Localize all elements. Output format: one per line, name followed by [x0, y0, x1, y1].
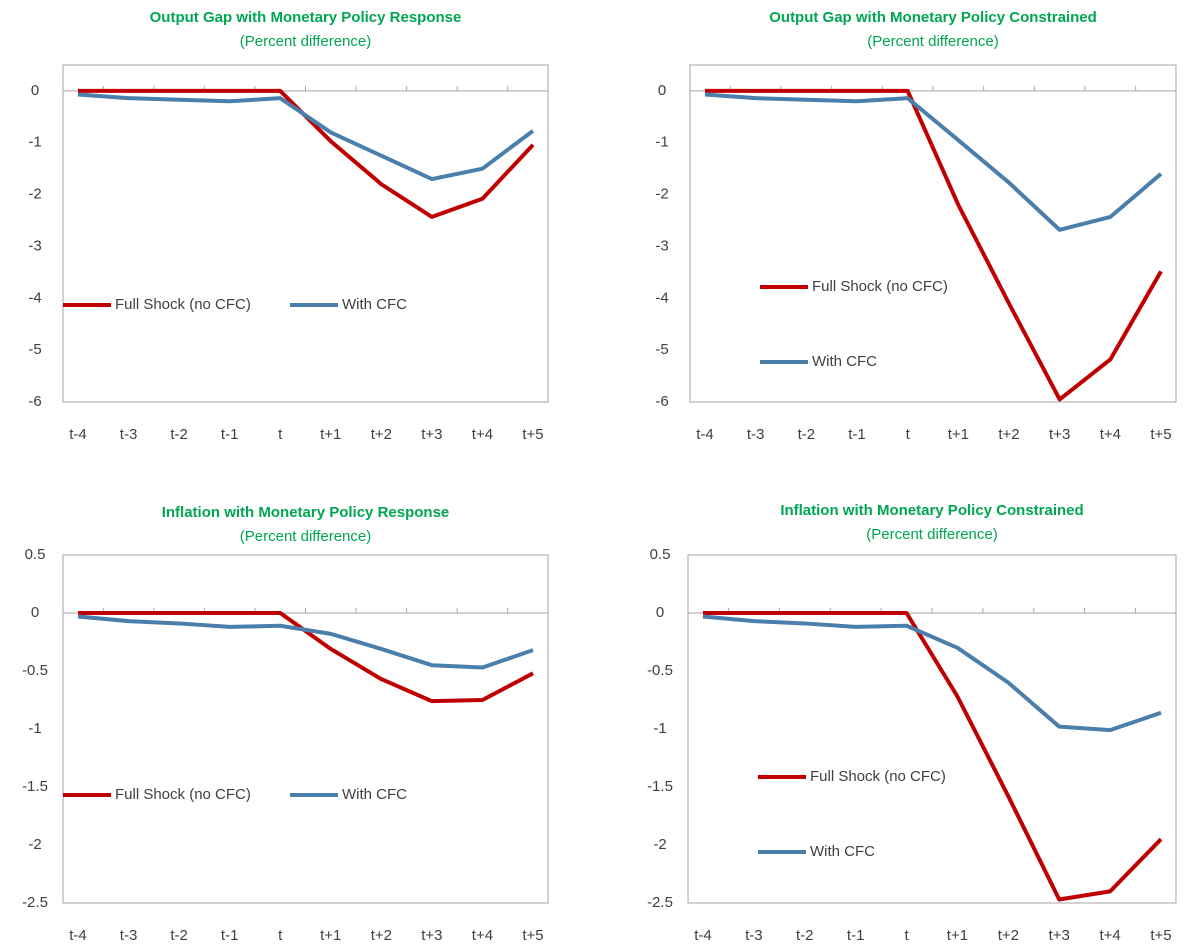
x-tick-label: t-1: [848, 426, 866, 443]
data-line: [703, 611, 1163, 902]
y-tick-label: -2.5: [647, 894, 673, 911]
x-tick-label: t-4: [694, 927, 712, 944]
y-tick-label: -1.5: [647, 778, 673, 795]
x-tick-label: t-3: [120, 927, 138, 944]
x-tick-label: t+5: [522, 927, 543, 944]
chart-title: Inflation with Monetary Policy Constrain…: [780, 502, 1083, 519]
legend-label: Full Shock (no CFC): [115, 786, 251, 803]
x-tick-label: t-2: [796, 927, 814, 944]
legend-label: With CFC: [342, 296, 407, 313]
plot-border: [687, 554, 1177, 904]
y-tick-label: -2: [653, 836, 666, 853]
x-tick-label: t: [278, 426, 283, 443]
y-tick-label: -6: [655, 393, 668, 410]
x-tick-label: t+5: [1150, 426, 1171, 443]
x-tick-label: t-1: [221, 927, 239, 944]
y-tick-label: 0.5: [650, 546, 671, 563]
chart-subtitle: (Percent difference): [240, 33, 371, 50]
y-tick-label: -1: [28, 720, 41, 737]
x-tick-label: t+2: [998, 426, 1019, 443]
x-tick-label: t-2: [798, 426, 816, 443]
y-tick-label: 0: [658, 82, 666, 99]
x-tick-label: t+4: [1100, 426, 1121, 443]
data-line: [78, 611, 534, 704]
y-tick-label: 0: [656, 604, 664, 621]
x-tick-label: t+2: [371, 927, 392, 944]
data-line: [702, 614, 1162, 733]
plot-border: [62, 64, 549, 403]
y-tick-label: -3: [28, 237, 41, 254]
legend-label: With CFC: [812, 353, 877, 370]
chart-title: Inflation with Monetary Policy Response: [162, 504, 450, 521]
data-line: [705, 88, 1163, 402]
x-tick-label: t+3: [421, 426, 442, 443]
y-tick-label: -5: [655, 341, 668, 358]
data-line: [77, 92, 535, 182]
x-tick-label: t-4: [696, 426, 714, 443]
x-tick-label: t-2: [170, 426, 188, 443]
y-tick-label: -0.5: [647, 662, 673, 679]
legend-label: Full Shock (no CFC): [810, 768, 946, 785]
x-tick-label: t-1: [847, 927, 865, 944]
x-tick-label: t+5: [522, 426, 543, 443]
y-tick-label: -1: [28, 134, 41, 151]
legend-label: With CFC: [342, 786, 407, 803]
y-tick-label: -6: [28, 393, 41, 410]
legend-label: With CFC: [810, 843, 875, 860]
x-tick-label: t: [906, 426, 911, 443]
x-tick-label: t: [904, 927, 909, 944]
y-tick-label: -0.5: [22, 662, 48, 679]
x-tick-label: t-4: [69, 927, 87, 944]
y-tick-label: 0: [31, 82, 39, 99]
chart-subtitle: (Percent difference): [867, 33, 998, 50]
chart-title: Output Gap with Monetary Policy Response: [150, 9, 462, 26]
y-tick-label: -4: [28, 289, 41, 306]
y-tick-label: -2.5: [22, 894, 48, 911]
x-tick-label: t+3: [1049, 927, 1070, 944]
y-tick-label: -1: [655, 134, 668, 151]
x-tick-label: t-2: [170, 927, 188, 944]
y-tick-label: -1.5: [22, 778, 48, 795]
y-tick-label: 0.5: [25, 546, 46, 563]
y-tick-label: -1: [653, 720, 666, 737]
x-tick-label: t: [278, 927, 283, 944]
y-tick-label: -4: [655, 289, 668, 306]
y-tick-label: 0: [31, 604, 39, 621]
x-tick-label: t+5: [1150, 927, 1171, 944]
x-tick-label: t-3: [745, 927, 763, 944]
data-line: [78, 88, 535, 219]
data-line: [704, 92, 1163, 232]
x-tick-label: t+2: [371, 426, 392, 443]
chart-subtitle: (Percent difference): [866, 526, 997, 543]
x-tick-label: t-3: [120, 426, 138, 443]
x-tick-label: t+4: [1099, 927, 1120, 944]
legend-label: Full Shock (no CFC): [812, 278, 948, 295]
data-line: [77, 614, 534, 670]
y-tick-label: -2: [655, 186, 668, 203]
x-tick-label: t+3: [421, 927, 442, 944]
y-tick-label: -2: [28, 186, 41, 203]
y-tick-label: -5: [28, 341, 41, 358]
x-tick-label: t-3: [747, 426, 765, 443]
chart-title: Output Gap with Monetary Policy Constrai…: [769, 9, 1097, 26]
x-tick-label: t+4: [472, 426, 493, 443]
plot-border: [62, 554, 549, 904]
x-tick-label: t+4: [472, 927, 493, 944]
chart-subtitle: (Percent difference): [240, 528, 371, 545]
y-tick-label: -3: [655, 237, 668, 254]
plot-border: [689, 64, 1177, 403]
x-tick-label: t+3: [1049, 426, 1070, 443]
x-tick-label: t+1: [947, 927, 968, 944]
x-tick-label: t+1: [948, 426, 969, 443]
x-tick-label: t+1: [320, 426, 341, 443]
x-tick-label: t-1: [221, 426, 239, 443]
x-tick-label: t+2: [998, 927, 1019, 944]
y-tick-label: -2: [28, 836, 41, 853]
x-tick-label: t-4: [69, 426, 87, 443]
x-tick-label: t+1: [320, 927, 341, 944]
legend-label: Full Shock (no CFC): [115, 296, 251, 313]
